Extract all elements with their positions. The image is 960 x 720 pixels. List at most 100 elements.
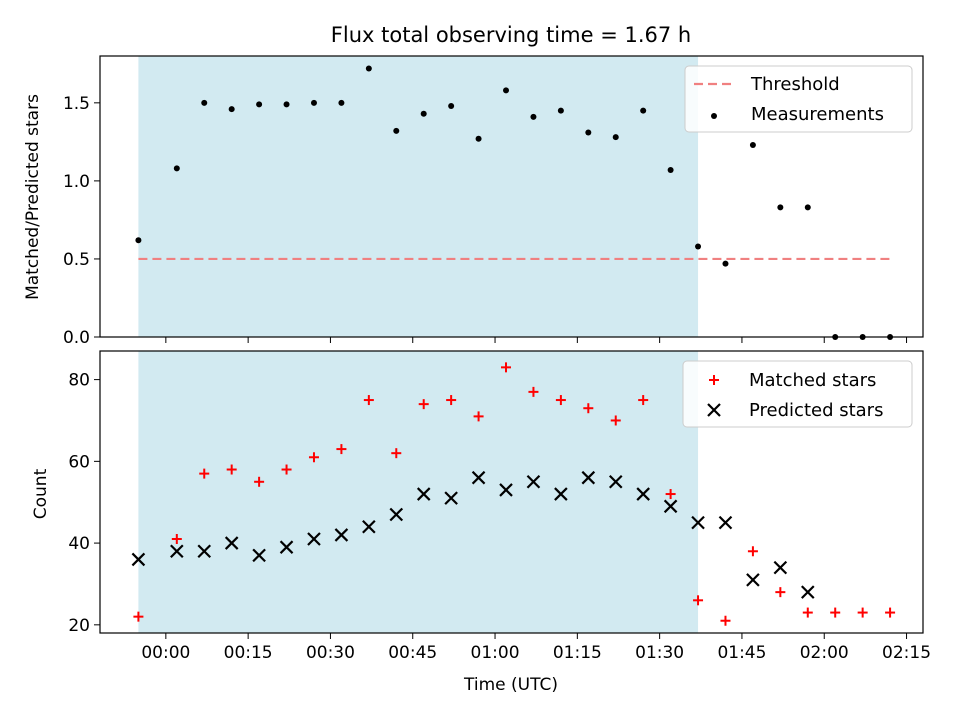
bottom-y-tick-label: 40: [68, 534, 90, 554]
legend-measurements-swatch: [711, 113, 717, 119]
legend-matched-swatch: [709, 375, 719, 385]
predicted-star-point: [416, 487, 431, 501]
matched-star-point: [857, 607, 868, 618]
predicted-star-point-b: [307, 532, 321, 546]
bottom-y-tick-label: 80: [68, 371, 90, 391]
predicted-star-point: [307, 532, 321, 546]
bottom-y-tick-label: 60: [68, 452, 90, 472]
measurement-point: [135, 237, 142, 244]
predicted-star-point: [131, 552, 146, 567]
predicted-star-point-b: [197, 544, 212, 559]
measurement-point: [338, 99, 345, 106]
measurement-point: [749, 141, 756, 148]
bottom-x-tick-label: 02:15: [882, 643, 931, 663]
predicted-star-point-b: [444, 491, 458, 505]
matched-star-point: [885, 607, 896, 618]
matched-star-point: [226, 464, 237, 475]
measurement-point: [393, 127, 400, 134]
top-y-axis-label: Matched/Predicted stars: [23, 94, 43, 300]
predicted-star-point: [471, 470, 486, 485]
predicted-star-point: [197, 544, 212, 559]
predicted-star-point-b: [252, 548, 266, 563]
legend-predicted-label: Predicted stars: [749, 400, 883, 421]
matched-star-point: [363, 395, 374, 406]
predicted-star-point: [224, 536, 239, 550]
predicted-star-point: [718, 515, 733, 530]
predicted-star-point-b: [499, 483, 513, 497]
predicted-star-point-b: [801, 585, 815, 599]
legend-threshold-label: Threshold: [750, 74, 840, 95]
matched-star-point: [418, 399, 429, 410]
top-y-tick-label: 0.5: [63, 250, 90, 270]
predicted-star-point: [252, 548, 266, 563]
measurement-point: [612, 134, 619, 141]
predicted-star-point-b: [526, 475, 541, 489]
matched-star-point: [199, 468, 210, 479]
predicted-star-point-b: [279, 540, 294, 554]
measurement-point: [420, 110, 427, 117]
matched-star-point: [775, 587, 786, 598]
top-legend-box: [684, 65, 913, 133]
predicted-star-point-b: [746, 573, 760, 587]
measurement-point: [283, 101, 290, 108]
bottom-x-tick-label: 01:00: [471, 643, 520, 663]
measurement-point: [503, 87, 510, 94]
x-axis-label: Time (UTC): [463, 675, 558, 695]
matched-star-point: [336, 444, 347, 455]
predicted-star-point-b: [636, 487, 650, 501]
predicted-star-point-b: [334, 528, 349, 542]
measurement-point: [448, 102, 455, 109]
predicted-star-point-b: [691, 515, 705, 530]
predicted-star-point: [170, 544, 184, 559]
matched-star-point: [446, 395, 457, 406]
bottom-x-tick-label: 00:45: [388, 643, 437, 663]
matched-star-point: [693, 595, 704, 606]
predicted-star-point: [554, 487, 568, 501]
predicted-star-point: [334, 528, 349, 542]
matched-star-point: [610, 415, 621, 426]
top-plot-frame: [99, 55, 924, 338]
measurement-point: [557, 107, 564, 114]
bottom-plot: 20 40 60 80 00:00 00:15 00:30 00:45 01:00 01:15 01…: [68, 350, 931, 663]
predicted-star-point-b: [389, 507, 404, 522]
legend-predicted-swatch-b: [707, 403, 721, 417]
measurement-point: [256, 101, 263, 108]
measurement-point: [173, 165, 180, 172]
predicted-star-point: [746, 573, 760, 587]
measurement-point: [475, 135, 482, 142]
predicted-star-point-b: [608, 475, 623, 489]
predicted-star-point-b: [554, 487, 568, 501]
predicted-star-point: [581, 470, 596, 485]
matched-star-point: [281, 464, 292, 475]
matched-star-point: [133, 611, 144, 622]
matched-star-point: [747, 546, 758, 557]
predicted-star-point: [444, 491, 458, 505]
bottom-x-tick-label: 01:45: [717, 643, 766, 663]
predicted-star-point: [801, 585, 815, 599]
predicted-star-point: [279, 540, 294, 554]
matched-star-point: [171, 534, 182, 544]
measurement-point: [530, 113, 537, 120]
measurement-point: [777, 204, 784, 211]
predicted-star-point-b: [416, 487, 431, 501]
measurement-point: [365, 65, 372, 72]
top-y-tick-label: 1.5: [63, 94, 90, 114]
measurement-point: [804, 204, 811, 211]
matched-star-point: [555, 395, 566, 406]
bottom-x-tick-label: 02:00: [800, 643, 849, 663]
bottom-x-tick-label: 01:15: [553, 643, 602, 663]
matched-star-point: [391, 448, 402, 459]
predicted-star-point-b: [581, 470, 596, 485]
predicted-star-point-b: [471, 470, 486, 485]
bottom-shaded-interval: [138, 351, 699, 633]
bottom-x-tick-label: 00:15: [224, 643, 273, 663]
predicted-star-point-b: [663, 499, 678, 514]
predicted-star-point-b: [170, 544, 184, 559]
measurement-point: [201, 99, 208, 106]
bottom-x-tick-label: 00:30: [306, 643, 355, 663]
bottom-legend-box: [682, 360, 913, 428]
predicted-star-point: [663, 499, 678, 514]
predicted-star-point: [499, 483, 513, 497]
bottom-plot-frame: [99, 350, 924, 634]
